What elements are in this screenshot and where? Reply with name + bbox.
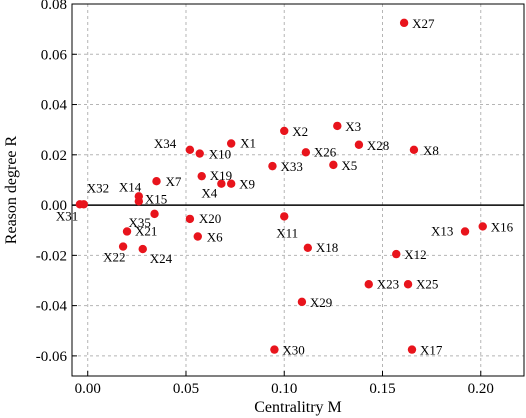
data-point-x15 (134, 197, 144, 206)
point-label-x20: X20 (199, 211, 221, 226)
y-tick-label: 0.04 (41, 98, 68, 114)
point-label-x21: X21 (135, 223, 157, 238)
point-label-x31: X31 (56, 208, 78, 223)
point-label-x5: X5 (341, 158, 357, 173)
data-point-x29 (297, 297, 307, 307)
data-point-x21 (122, 227, 132, 236)
data-point-x17 (407, 345, 417, 354)
data-point-x18 (303, 243, 313, 253)
y-axis-title: Reason degree R (3, 135, 20, 244)
x-tick-label: 0.05 (173, 381, 199, 397)
y-tick-label: -0.06 (36, 349, 68, 365)
point-label-x29: X29 (310, 295, 332, 310)
point-label-x12: X12 (404, 247, 426, 262)
y-tick-label: -0.04 (36, 299, 68, 315)
point-label-x1: X1 (240, 136, 256, 151)
data-point-x6 (193, 232, 202, 241)
point-label-x9: X9 (239, 177, 255, 192)
data-point-x9 (226, 179, 236, 188)
data-point-x19 (197, 171, 206, 181)
point-label-x14: X14 (119, 179, 142, 194)
point-label-x24: X24 (150, 251, 173, 266)
point-label-x10: X10 (209, 147, 231, 162)
data-point-x3 (333, 121, 342, 131)
data-point-x16 (478, 222, 487, 231)
data-point-x13 (460, 227, 470, 236)
data-point-x20 (185, 214, 195, 224)
data-point-x2 (280, 126, 289, 136)
y-axis-ticks: 0.08 0.06 0.04 0.02 0.00 -0.02 -0.04 -0.06 (36, 0, 77, 365)
data-point-x23 (364, 280, 373, 289)
point-label-x18: X18 (316, 240, 338, 255)
point-label-x33: X33 (280, 159, 302, 174)
data-point-x25 (403, 280, 413, 289)
data-point-x12 (392, 249, 401, 259)
point-label-x25: X25 (416, 276, 438, 291)
x-tick-label: 0.15 (369, 381, 395, 397)
point-label-x22: X22 (103, 250, 125, 265)
point-label-x35: X35 (129, 215, 151, 230)
data-point-x1 (226, 139, 236, 148)
point-label-x34: X34 (154, 136, 177, 151)
x-tick-label: 0.00 (75, 381, 101, 397)
point-label-x27: X27 (412, 16, 435, 31)
data-point-x11 (280, 212, 289, 221)
point-label-x4: X4 (201, 186, 217, 201)
point-label-x32: X32 (87, 180, 109, 195)
data-point-x5 (329, 160, 338, 170)
data-point-x8 (409, 145, 419, 154)
data-point-x10 (195, 149, 204, 158)
y-tick-label: 0.08 (41, 0, 67, 13)
data-point-x28 (354, 140, 364, 149)
y-tick-label: -0.02 (36, 248, 67, 264)
point-label-x19: X19 (210, 168, 232, 183)
plot-frame (71, 3, 525, 377)
y-tick-label: 0.06 (41, 47, 68, 63)
point-label-x6: X6 (207, 230, 223, 245)
point-label-x23: X23 (377, 276, 399, 291)
data-point-x22 (118, 242, 128, 251)
grid-layer (72, 3, 524, 376)
data-point-x27 (399, 18, 409, 28)
point-label-x11: X11 (276, 225, 298, 240)
x-tick-label: 0.20 (468, 381, 494, 397)
point-label-x8: X8 (423, 143, 439, 158)
data-point-x33 (268, 161, 277, 171)
data-point-x24 (138, 244, 147, 254)
x-axis-ticks: 0.00 0.05 0.10 0.15 0.20 (75, 371, 494, 397)
point-label-x3: X3 (345, 119, 361, 134)
data-point-x4 (217, 179, 226, 188)
data-point-x7 (152, 177, 161, 186)
point-label-x26: X26 (314, 144, 337, 159)
y-tick-label: 0.00 (41, 198, 67, 214)
x-tick-label: 0.10 (271, 381, 297, 397)
point-label-x2: X2 (292, 124, 308, 139)
point-label-x17: X17 (420, 343, 443, 358)
point-label-x16: X16 (491, 219, 514, 234)
y-tick-label: 0.02 (41, 148, 67, 164)
point-label-x28: X28 (367, 138, 389, 153)
point-label-x13: X13 (431, 223, 453, 238)
point-label-x30: X30 (282, 343, 304, 358)
data-point-x34 (185, 145, 195, 154)
data-point-x26 (301, 148, 311, 157)
point-label-x15: X15 (145, 191, 167, 206)
x-axis-title: Centralitry M (254, 399, 342, 416)
data-point-x35 (150, 209, 159, 219)
data-point-x32 (79, 200, 88, 209)
point-label-x7: X7 (166, 174, 182, 189)
data-point-x30 (270, 345, 279, 354)
